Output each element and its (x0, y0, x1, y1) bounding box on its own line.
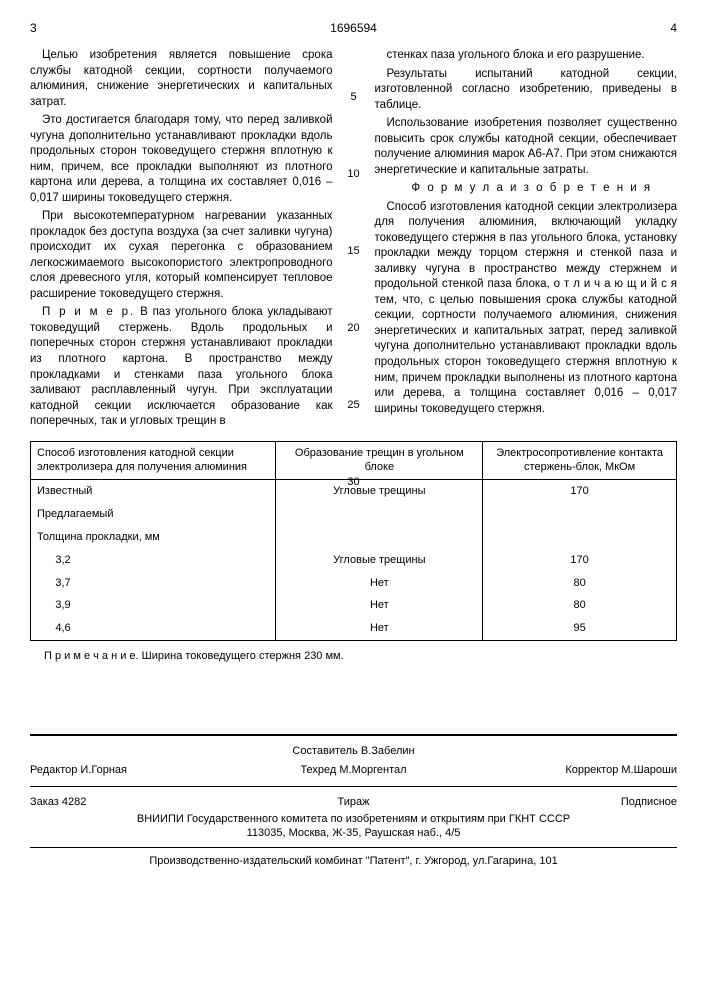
table-cell: 170 (483, 480, 677, 503)
paragraph: Целью изобретения является повышение сро… (30, 48, 333, 110)
paragraph-text: В паз угольного блока укладывают токовед… (30, 306, 333, 427)
table-cell: 3,7 (31, 572, 276, 595)
circulation: Тираж (338, 795, 370, 810)
line-marker: 30 (345, 475, 363, 490)
table-cell (483, 526, 677, 549)
divider (30, 734, 677, 736)
table-cell: Известный (31, 480, 276, 503)
order-no: Заказ 4282 (30, 795, 338, 810)
body-columns: Целью изобретения является повышение сро… (30, 48, 677, 432)
table-cell: Предлагаемый (31, 503, 276, 526)
page-right: 4 (670, 20, 677, 36)
line-number-gutter: 5 10 15 20 25 30 (345, 48, 363, 432)
paragraph: Это достигается благодаря тому, что пере… (30, 113, 333, 206)
paragraph: Использование изобретения позволяет суще… (375, 116, 678, 178)
divider (30, 847, 677, 848)
table-header: Электросопротивление контакта стержень-б… (483, 441, 677, 480)
table-cell: 3,2 (31, 549, 276, 572)
org-line: ВНИИПИ Государственного комитета по изоб… (30, 812, 677, 827)
table-cell: Угловые трещины (276, 480, 483, 503)
paragraph: стенках паза угольного блока и его разру… (375, 48, 678, 64)
page-left: 3 (30, 20, 37, 36)
table-header: Способ изготовления катодной секции элек… (31, 441, 276, 480)
publisher-line: Производственно-издательский комбинат "П… (30, 854, 677, 869)
footer: Составитель В.Забелин Редактор И.Горная … (30, 734, 677, 869)
editor: Редактор И.Горная (30, 763, 300, 778)
compiler: Составитель В.Забелин (292, 744, 414, 759)
line-marker: 10 (345, 167, 363, 182)
line-marker: 5 (345, 90, 363, 105)
corrector: Корректор М.Шароши (407, 763, 677, 778)
line-marker: 25 (345, 398, 363, 413)
tech-editor: Техред М.Моргентал (300, 763, 406, 778)
formula-heading: Ф о р м у л а и з о б р е т е н и я (375, 181, 678, 197)
paragraph: При высокотемпературном нагревании указа… (30, 209, 333, 302)
table-cell: 3,9 (31, 594, 276, 617)
subscription: Подписное (370, 795, 678, 810)
paragraph: П р и м е р. В паз угольного блока уклад… (30, 305, 333, 429)
paragraph: Способ изготовления катодной секции элек… (375, 200, 678, 417)
results-table: Способ изготовления катодной секции элек… (30, 441, 677, 642)
address-line: 113035, Москва, Ж-35, Раушская наб., 4/5 (30, 826, 677, 841)
table-cell: Толщина прокладки, мм (31, 526, 276, 549)
table-cell: Угловые трещины (276, 549, 483, 572)
table-cell (276, 503, 483, 526)
page-header: 3 1696594 4 (30, 20, 677, 36)
example-label: П р и м е р. (42, 306, 135, 318)
table-header: Образование трещин в угольном блоке (276, 441, 483, 480)
table-note: П р и м е ч а н и е. Ширина токоведущего… (44, 649, 677, 664)
right-column: стенках паза угольного блока и его разру… (375, 48, 678, 432)
line-marker: 15 (345, 244, 363, 259)
divider (30, 786, 677, 787)
table-cell (483, 503, 677, 526)
table-cell: Нет (276, 572, 483, 595)
table-cell: Нет (276, 594, 483, 617)
paragraph: Результаты испытаний катодной секции, из… (375, 67, 678, 114)
table-cell (276, 526, 483, 549)
line-marker: 20 (345, 321, 363, 336)
table-cell: 80 (483, 572, 677, 595)
table-cell: Нет (276, 617, 483, 640)
table-cell: 4,6 (31, 617, 276, 640)
table-cell: 95 (483, 617, 677, 640)
table-cell: 80 (483, 594, 677, 617)
left-column: Целью изобретения является повышение сро… (30, 48, 333, 432)
table-cell: 170 (483, 549, 677, 572)
patent-number: 1696594 (330, 20, 377, 36)
